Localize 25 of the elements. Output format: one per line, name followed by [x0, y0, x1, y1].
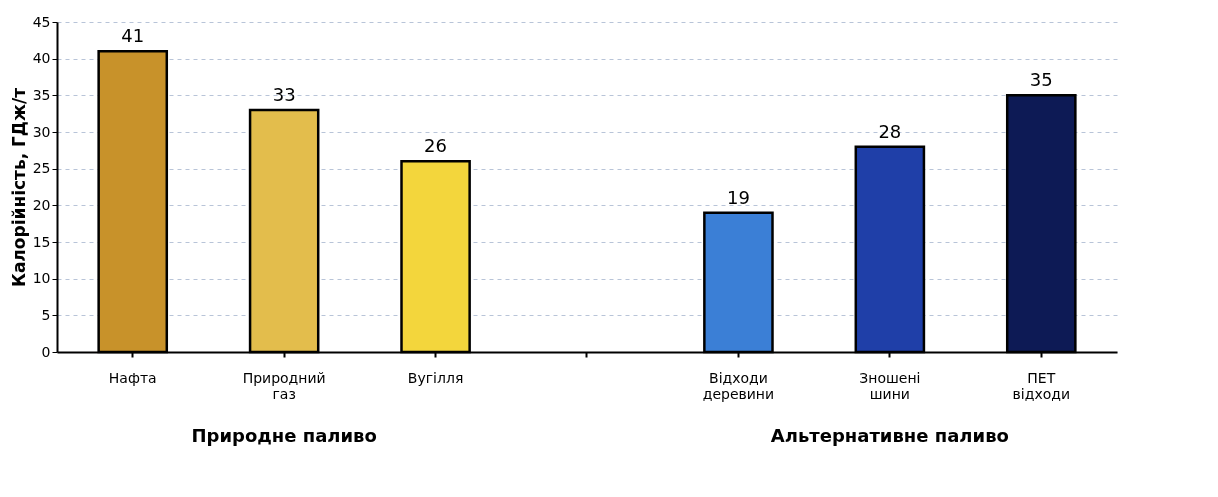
data-label: 19	[726, 186, 750, 208]
y-tick-label: 20	[32, 196, 51, 213]
x-tick-label: ПЕТ відходи	[1012, 369, 1071, 402]
data-label: 28	[878, 120, 902, 142]
y-tick-label: 40	[32, 50, 51, 67]
x-tick-label: Нафта	[108, 369, 157, 386]
y-tick-label: 10	[32, 270, 51, 287]
x-tick-label: Зношені шини	[859, 369, 921, 402]
x-tick-label: Природний газ	[242, 369, 326, 402]
y-tick-label: 15	[32, 233, 51, 250]
x-tick-label: Відходи деревини	[702, 369, 775, 402]
data-label: 41	[121, 25, 145, 47]
data-label: 35	[1029, 69, 1053, 91]
y-tick-label: 25	[32, 160, 51, 177]
y-axis-title: Калорійність, ГДж/т	[8, 87, 29, 287]
y-tick-label: 30	[32, 123, 51, 140]
y-tick-label: 35	[32, 86, 51, 103]
text: Природне паливо	[191, 425, 377, 446]
data-label: 33	[272, 84, 296, 105]
x-tick-label: Вугілля	[407, 369, 464, 386]
text: Альтернативне паливо	[770, 425, 1009, 446]
y-tick-label: 5	[41, 306, 51, 323]
y-tick-label: 45	[32, 13, 51, 30]
y-tick-label: 0	[41, 343, 51, 360]
data-label: 26	[424, 135, 448, 157]
